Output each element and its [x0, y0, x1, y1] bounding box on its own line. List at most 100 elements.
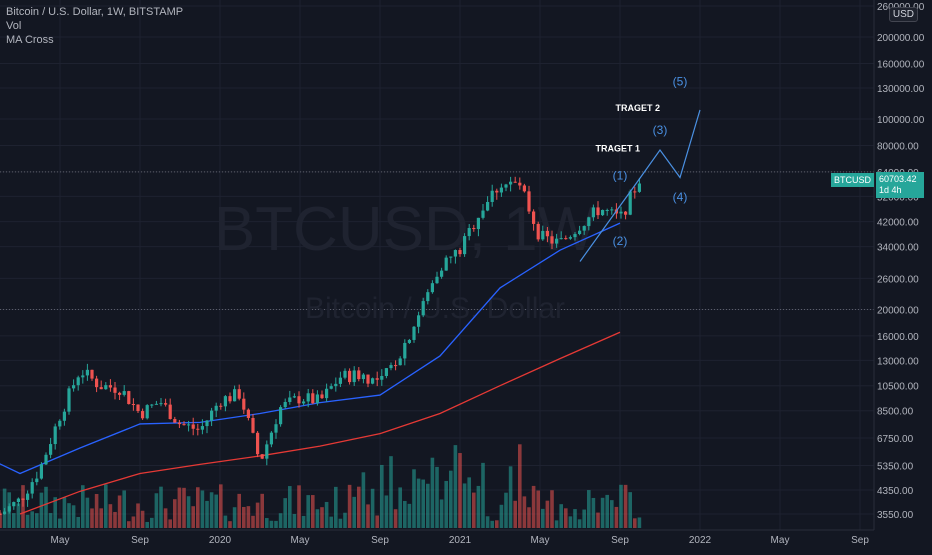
volume-bar — [90, 508, 94, 528]
legend-symbol[interactable]: Bitcoin / U.S. Dollar, 1W, BITSTAMP — [6, 6, 184, 18]
volume-bar — [343, 512, 347, 528]
candle — [495, 190, 499, 193]
volume-bar — [485, 516, 490, 528]
candle — [72, 385, 76, 389]
volume-bar — [568, 516, 573, 528]
candle — [361, 374, 365, 380]
volume-bar — [214, 494, 218, 528]
volume-bar — [223, 515, 228, 528]
candle — [58, 420, 62, 427]
x-tick-label: 2021 — [449, 535, 472, 546]
candle — [242, 398, 246, 410]
volume-bar — [209, 492, 214, 528]
volume-bar — [251, 515, 255, 528]
volume-bar — [600, 497, 605, 528]
volume-bar — [104, 484, 108, 528]
y-tick-label: 200000.00 — [877, 33, 925, 44]
candle — [95, 378, 99, 388]
volume-bar — [269, 520, 274, 528]
volume-bar — [554, 520, 559, 528]
candle — [21, 498, 25, 500]
volume-bar — [278, 513, 283, 528]
volume-bar — [380, 464, 384, 528]
candle — [403, 342, 407, 359]
bar-countdown: 1d 4h — [879, 185, 902, 195]
volume-bar — [30, 511, 34, 528]
currency-button[interactable]: USD — [888, 7, 918, 22]
volume-bar — [619, 484, 623, 528]
candle — [348, 370, 352, 383]
candle — [279, 407, 283, 425]
volume-bar — [421, 479, 425, 528]
candle — [573, 234, 577, 238]
volume-bar — [320, 507, 324, 528]
candle — [384, 368, 388, 377]
volume-bar — [113, 511, 117, 528]
volume-bar — [81, 485, 85, 528]
candle — [104, 385, 108, 390]
legend-indicator-ma-cross[interactable]: MA Cross — [6, 34, 54, 46]
candle — [444, 257, 448, 271]
candle — [145, 405, 149, 419]
candle — [499, 187, 503, 193]
candle — [380, 376, 384, 380]
candle — [246, 409, 250, 418]
volume-bar — [467, 477, 471, 528]
y-tick-label: 3550.00 — [877, 510, 914, 521]
candle — [421, 301, 425, 316]
volume-bar — [16, 503, 21, 528]
candle — [274, 424, 278, 433]
candle — [412, 326, 416, 340]
last-price-tag: 60703.42 1d 4h — [876, 172, 924, 198]
x-tick-label: May — [531, 535, 550, 546]
candle — [210, 410, 214, 421]
candle — [12, 502, 16, 507]
volume-bar — [117, 495, 122, 528]
volume-bar — [439, 499, 444, 528]
y-tick-label: 160000.00 — [877, 59, 925, 70]
candle — [108, 385, 112, 388]
symbol-price-tag: BTCUSD — [831, 173, 875, 187]
candle — [325, 388, 329, 399]
candle — [490, 190, 494, 202]
ma-slow-line — [19, 331, 621, 515]
volume-bar — [637, 517, 642, 528]
volume-bar — [398, 487, 402, 528]
candle — [532, 211, 536, 224]
x-tick-label: Sep — [611, 535, 629, 546]
volume-bar — [513, 500, 517, 528]
legend-indicator-vol[interactable]: Vol — [6, 20, 22, 32]
target-annotation: TRAGET 1 — [595, 144, 640, 154]
candle — [99, 387, 103, 390]
y-tick-label: 16000.00 — [877, 332, 919, 343]
y-tick-label: 6750.00 — [877, 434, 914, 445]
candle — [223, 396, 227, 407]
volume-bar — [12, 513, 16, 528]
candle — [118, 392, 122, 395]
candle — [605, 209, 609, 211]
volume-bar — [122, 490, 126, 528]
candle — [53, 426, 57, 445]
candle — [122, 391, 126, 395]
volume-bar — [347, 484, 352, 528]
volume-bar — [334, 486, 338, 528]
candle — [504, 184, 508, 188]
x-tick-label: May — [51, 535, 70, 546]
volume-bar — [324, 501, 329, 528]
volume-bar — [541, 508, 545, 528]
volume-bar — [623, 484, 628, 528]
candle — [256, 432, 260, 455]
candle — [177, 422, 181, 425]
candle — [131, 404, 135, 406]
candle — [578, 230, 582, 235]
volume-bar — [536, 490, 540, 528]
candle — [568, 237, 572, 239]
candle — [219, 405, 223, 407]
candle — [545, 230, 549, 237]
candle — [596, 207, 600, 216]
volume-bar — [163, 508, 168, 528]
candle — [315, 394, 319, 404]
candle — [522, 185, 526, 192]
